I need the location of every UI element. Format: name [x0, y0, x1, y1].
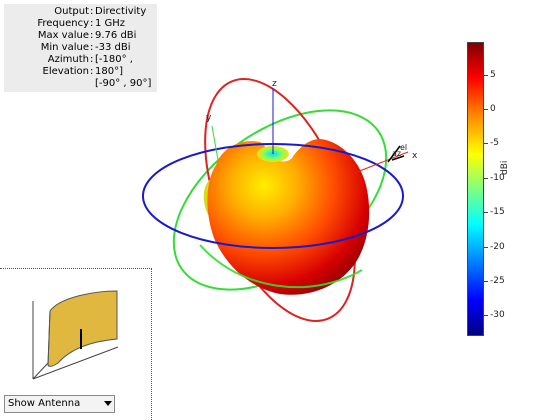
pattern-body: [207, 139, 370, 295]
show-antenna-dropdown-value: Show Antenna: [8, 398, 81, 409]
az-label: az: [392, 149, 401, 158]
colorbar-unit-label: dBi: [500, 160, 510, 175]
x-axis: [351, 151, 409, 175]
antenna-reflector: [47, 290, 118, 367]
colorbar-tick: [484, 143, 488, 144]
colorbar-tick: [484, 212, 488, 213]
info-separator: :: [90, 30, 94, 41]
colorbar-tick: [484, 178, 488, 179]
colorbar-tick-label: -15: [490, 207, 505, 217]
colorbar-tick-label: 0: [490, 104, 496, 114]
info-row: Output: Directivity: [4, 6, 157, 18]
colorbar-tick-label: -5: [490, 138, 499, 148]
colorbar-tick: [484, 109, 488, 110]
pattern-svg[interactable]: z x y az el: [130, 50, 430, 350]
info-row: Elevation:180°]: [4, 66, 157, 78]
panel-divider: [151, 393, 152, 420]
info-row: Frequency:1 GHz: [4, 18, 157, 30]
y-axis: [211, 125, 219, 161]
colorbar-tick-label: -30: [490, 310, 505, 320]
antenna-preview: [0, 268, 152, 394]
colorbar-tick-label: -25: [490, 276, 505, 286]
colorbar-tick: [484, 281, 488, 282]
info-key: Max value: [37, 30, 89, 41]
info-separator: :: [90, 18, 94, 29]
el-label: el: [400, 143, 407, 152]
colorbar-tick: [484, 247, 488, 248]
info-panel: Output: Directivity Frequency:1 GHz Max val…: [4, 4, 157, 92]
colorbar: [467, 42, 484, 336]
x-axis-label: x: [412, 151, 418, 161]
info-separator: :: [90, 42, 94, 53]
colorbar-tick-label: -20: [490, 242, 505, 252]
info-value: 180°]: [95, 66, 123, 77]
info-separator: :: [90, 66, 94, 77]
radiation-pattern-plot[interactable]: z x y az el: [130, 50, 430, 350]
colorbar-tick: [484, 75, 488, 76]
antenna-axis-depth: [32, 362, 49, 380]
info-separator: :: [90, 54, 94, 65]
info-value-continuation: [-90° , 90°]: [95, 78, 152, 89]
info-value: [-180° ,: [95, 54, 133, 65]
chevron-down-icon[interactable]: [104, 401, 112, 406]
colorbar-tick-label: 5: [490, 70, 496, 80]
show-antenna-dropdown[interactable]: Show Antenna: [4, 395, 115, 413]
antenna-reflector-edge: [47, 310, 51, 366]
info-key: Elevation: [42, 66, 89, 77]
y-axis-label: y: [206, 113, 212, 123]
az-el-marker: [387, 145, 401, 163]
info-key: Frequency: [37, 18, 89, 29]
info-key: Azimuth: [47, 54, 89, 65]
az-el-marker-2: [391, 155, 405, 161]
info-value: 1 GHz: [95, 18, 126, 29]
z-axis-label: z: [272, 79, 277, 89]
colorbar-tick: [484, 315, 488, 316]
antenna-axis-base: [32, 346, 119, 380]
info-value: Directivity: [95, 6, 147, 17]
info-value: 9.76 dBi: [95, 30, 137, 41]
info-key: Output: [54, 6, 89, 17]
info-key: Min value: [40, 42, 89, 53]
colorbar-tick-label: -10: [490, 173, 505, 183]
info-row: Min value: -33 dBi: [4, 42, 157, 54]
info-row: Max value:9.76 dBi: [4, 30, 157, 42]
info-row-continuation: [-90° , 90°]: [4, 78, 157, 90]
info-row: Azimuth: [-180° ,: [4, 54, 157, 66]
info-value: -33 dBi: [95, 42, 131, 53]
info-separator: :: [90, 6, 94, 17]
antenna-svg: [32, 290, 119, 380]
elevation-circle-front: [199, 244, 363, 289]
